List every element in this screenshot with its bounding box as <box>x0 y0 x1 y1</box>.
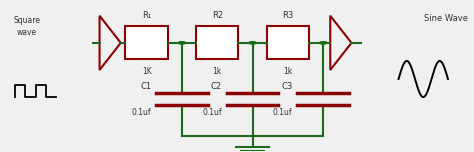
Text: 1k: 1k <box>213 67 222 76</box>
Bar <box>267 26 309 59</box>
Text: Square: Square <box>13 16 40 25</box>
Text: R3: R3 <box>282 11 293 20</box>
Bar <box>196 26 238 59</box>
Text: C3: C3 <box>282 82 292 91</box>
Text: 0.1uf: 0.1uf <box>132 108 151 117</box>
Text: C2: C2 <box>211 82 222 91</box>
Text: 1K: 1K <box>142 67 152 76</box>
Text: R2: R2 <box>212 11 223 20</box>
Text: 0.1uf: 0.1uf <box>273 108 292 117</box>
Circle shape <box>319 42 327 44</box>
Text: Sine Wave: Sine Wave <box>424 14 468 23</box>
Circle shape <box>249 42 256 44</box>
Text: wave: wave <box>17 28 36 37</box>
Circle shape <box>178 42 186 44</box>
Text: 0.1uf: 0.1uf <box>202 108 222 117</box>
Text: C1: C1 <box>140 82 151 91</box>
Bar <box>126 26 168 59</box>
Text: R₁: R₁ <box>142 11 151 20</box>
Text: 1k: 1k <box>283 67 292 76</box>
